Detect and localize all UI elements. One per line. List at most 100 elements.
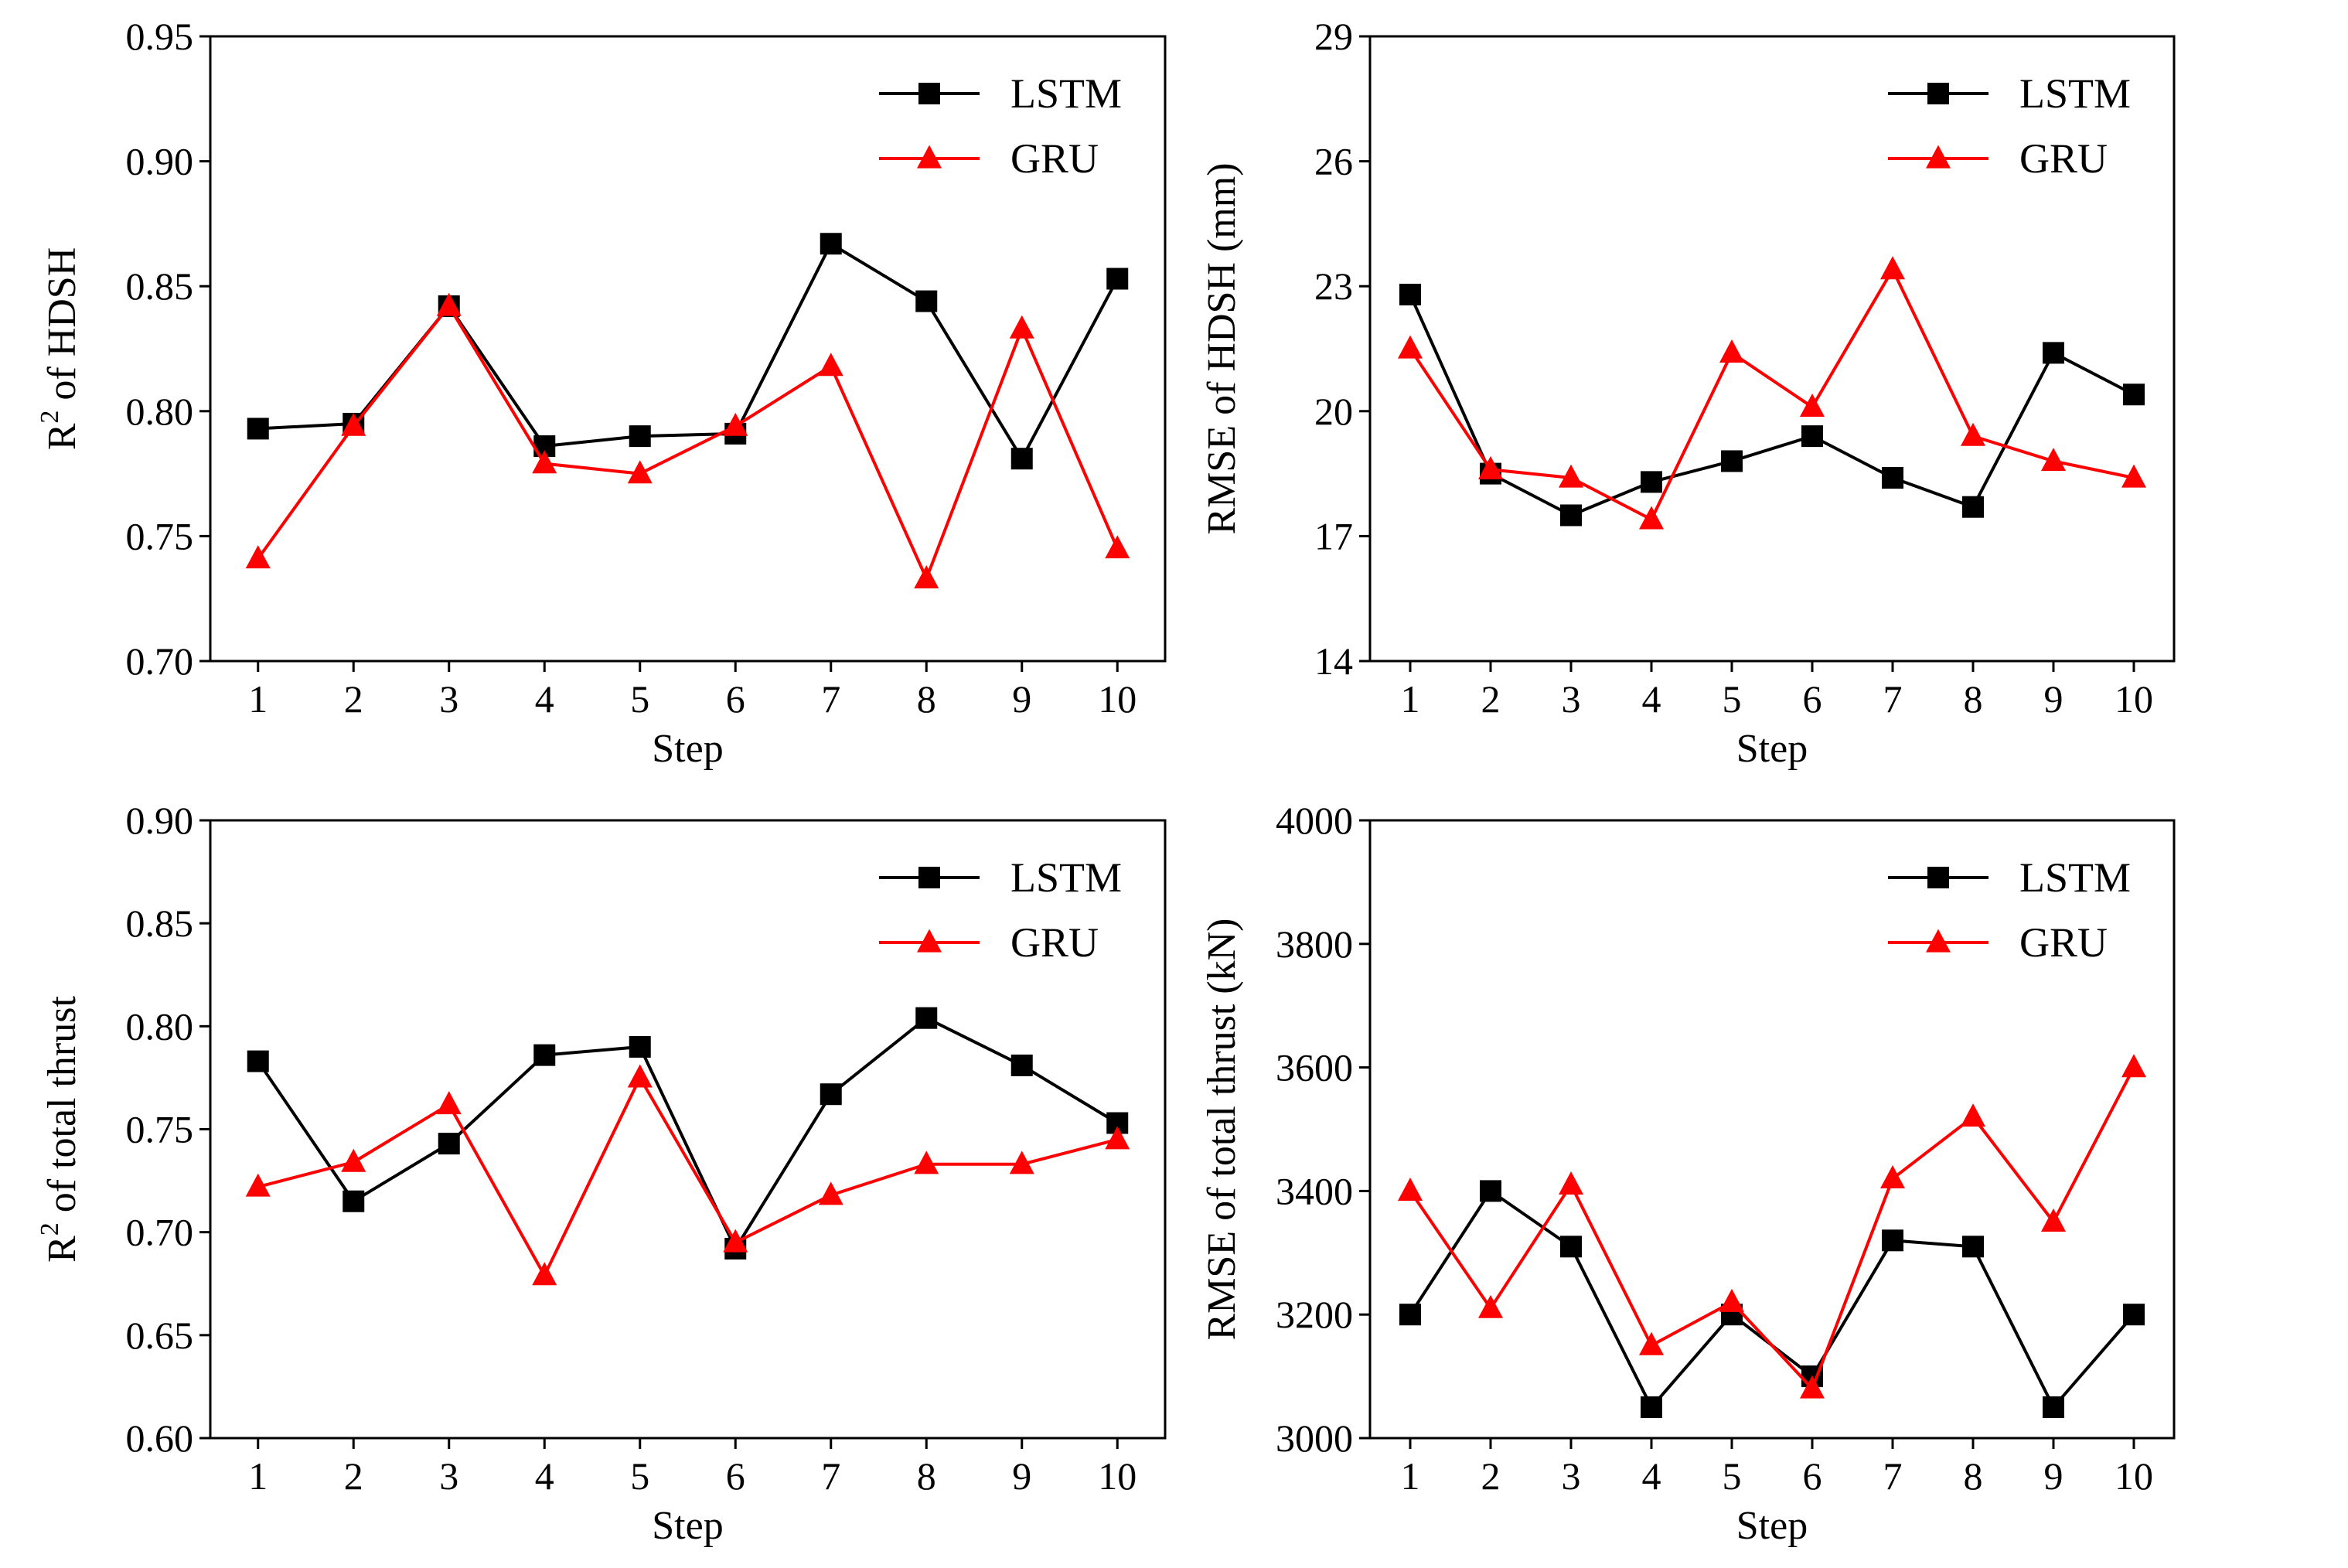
x-tick-label: 1 — [1401, 677, 1420, 721]
lstm-data-point — [820, 233, 842, 255]
plot-frame — [209, 35, 1167, 663]
legend-gru-label: GRU — [2019, 135, 2108, 182]
y-tick-label: 0.85 — [126, 902, 194, 945]
plot-frame — [1368, 819, 2176, 1440]
x-tick-label: 6 — [1803, 677, 1822, 721]
gru-data-point — [1880, 256, 1905, 280]
x-tick-label: 4 — [1642, 1454, 1661, 1498]
x-tick-label: 9 — [1012, 1454, 1031, 1498]
legend-lstm-label: LSTM — [2019, 70, 2131, 117]
y-tick-label: 14 — [1314, 639, 1353, 683]
y-tick-label: 4000 — [1276, 799, 1353, 842]
legend-gru-marker — [917, 145, 942, 169]
x-axis-label: Step — [652, 1504, 723, 1548]
lstm-data-point — [342, 1190, 365, 1212]
x-tick-label: 7 — [1883, 677, 1903, 721]
y-tick-label: 0.85 — [126, 264, 194, 308]
lstm-series-line — [1409, 1189, 2135, 1409]
lstm-data-point — [1641, 471, 1662, 493]
lstm-series-line — [257, 1016, 1119, 1250]
lstm-data-point — [1106, 268, 1129, 290]
gru-data-point — [436, 292, 462, 316]
x-tick-label: 1 — [1401, 1454, 1420, 1498]
lstm-data-point — [1399, 283, 1421, 305]
x-tick-label: 6 — [726, 677, 745, 721]
lstm-data-point — [1480, 1180, 1501, 1202]
y-tick-label: 29 — [1314, 15, 1353, 58]
x-tick-label: 4 — [1642, 677, 1661, 721]
y-axis-label-rest: of total thrust — [40, 996, 84, 1223]
legend-lstm-label: LSTM — [1010, 70, 1122, 117]
lstm-data-point — [2043, 1396, 2064, 1419]
x-tick-label: 10 — [1098, 1454, 1137, 1498]
y-tick-label: 0.60 — [126, 1416, 194, 1460]
lstm-data-point — [1962, 1236, 1984, 1258]
legend-lstm-marker — [1927, 83, 1949, 104]
lstm-data-point — [2123, 1304, 2145, 1326]
gru-data-point — [723, 412, 748, 436]
y-tick-label: 0.70 — [126, 639, 194, 683]
x-tick-label: 9 — [1012, 677, 1031, 721]
x-tick-label: 3 — [1562, 677, 1581, 721]
x-tick-label: 10 — [2115, 1454, 2153, 1498]
y-tick-label: 3800 — [1276, 922, 1353, 966]
gru-data-point — [1800, 394, 1825, 418]
gru-data-point — [1961, 1103, 1985, 1127]
y-tick-label: 0.75 — [126, 1108, 194, 1151]
y-tick-label: 20 — [1314, 390, 1353, 433]
y-tick-label: 0.70 — [126, 1211, 194, 1254]
y-tick-label: 3600 — [1276, 1046, 1353, 1089]
gru-data-point — [532, 450, 557, 474]
lstm-data-point — [629, 1035, 651, 1058]
lstm-data-point — [438, 1133, 460, 1155]
gru-data-point — [1105, 535, 1130, 559]
lstm-data-point — [1721, 450, 1743, 472]
gru-series-line — [257, 305, 1119, 581]
y-tick-label: 3400 — [1276, 1169, 1353, 1212]
y-tick-label: 26 — [1314, 140, 1353, 183]
lstm-data-point — [1801, 425, 1823, 448]
gru-data-point — [914, 564, 939, 588]
gru-data-point — [1719, 1288, 1744, 1312]
x-tick-label: 3 — [439, 677, 458, 721]
gru-data-point — [532, 1262, 557, 1286]
x-tick-label: 1 — [248, 1454, 268, 1498]
plot-frame — [1368, 35, 2176, 663]
gru-data-point — [341, 1148, 366, 1172]
y-tick-label: 0.80 — [126, 1004, 194, 1048]
y-axis-label-rest: of HDSH — [40, 247, 84, 411]
chart-panel-top-left: 1 2 3 4 5 6 7 8 9 10 0.70 0.75 0.80 0.85 0.90 0.95 Step R… — [36, 15, 1167, 771]
gru-data-point — [1559, 1171, 1583, 1195]
lstm-data-point — [1399, 1304, 1421, 1326]
x-tick-label: 2 — [1481, 677, 1501, 721]
gru-data-point — [245, 545, 271, 569]
lstm-data-point — [1882, 466, 1903, 489]
lstm-data-point — [1010, 448, 1033, 470]
legend-gru-label: GRU — [1010, 135, 1099, 182]
y-tick-label: 23 — [1314, 264, 1353, 308]
x-tick-label: 3 — [439, 1454, 458, 1498]
gru-data-point — [1009, 1150, 1034, 1174]
chart-panel-bottom-left: 1 2 3 4 5 6 7 8 9 10 0.60 0.65 0.70 0.75 0.80 0.85 0.90 S… — [36, 799, 1167, 1548]
lstm-data-point — [247, 1050, 269, 1072]
x-tick-label: 2 — [1481, 1454, 1501, 1498]
y-axis-label-main: RMSE of HDSH (mm) — [1200, 162, 1244, 534]
x-tick-label: 5 — [630, 1454, 649, 1498]
y-axis-label-main: RMSE of total thrust (kN) — [1200, 919, 1244, 1341]
gru-data-point — [1478, 1294, 1503, 1318]
lstm-data-point — [1882, 1229, 1903, 1252]
x-tick-label: 8 — [917, 677, 936, 721]
legend-lstm-label: LSTM — [1010, 854, 1122, 901]
y-axis-label-main: R — [40, 1236, 84, 1263]
lstm-series-line — [1409, 294, 2135, 517]
lstm-data-point — [2043, 342, 2064, 364]
y-tick-label: 0.90 — [126, 799, 194, 842]
y-axis-label-main: R — [40, 423, 84, 450]
x-tick-label: 7 — [1883, 1454, 1903, 1498]
x-tick-label: 7 — [821, 1454, 840, 1498]
gru-data-point — [914, 1150, 939, 1174]
legend-gru-label: GRU — [1010, 919, 1099, 966]
x-tick-label: 9 — [2044, 1454, 2063, 1498]
gru-data-point — [1478, 455, 1503, 479]
x-axis-label: Step — [1736, 727, 1808, 771]
